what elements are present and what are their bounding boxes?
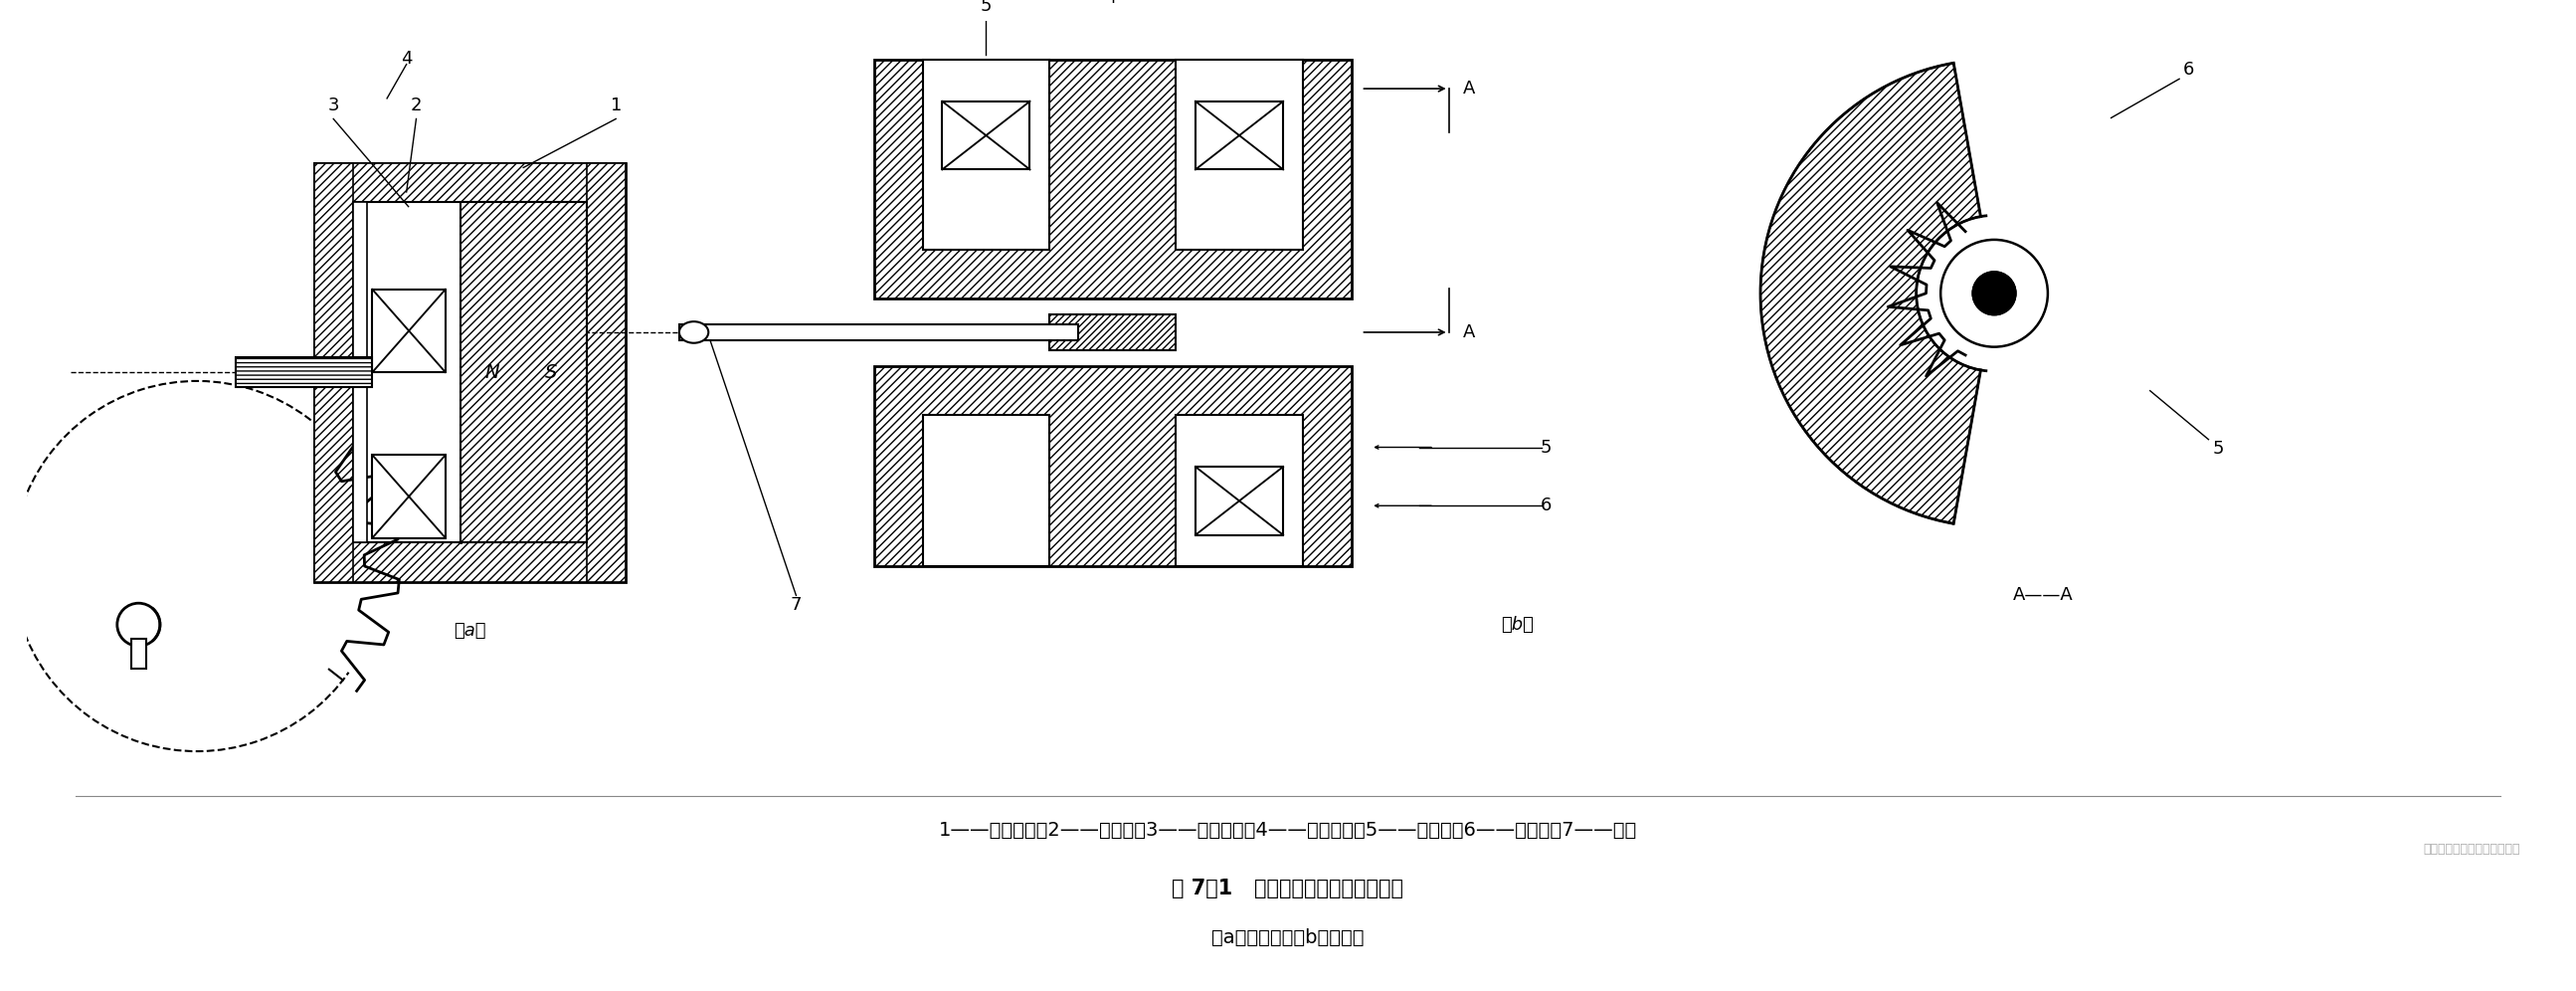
Bar — [314, 163, 626, 582]
Text: 1: 1 — [611, 96, 621, 114]
Text: 广州星科自动化设备有限公司: 广州星科自动化设备有限公司 — [2424, 843, 2519, 856]
Text: （a）开磁路；（b）闭磁路: （a）开磁路；（b）闭磁路 — [1211, 928, 1365, 946]
Circle shape — [116, 604, 160, 646]
Bar — [1195, 101, 1283, 169]
Text: N: N — [484, 363, 500, 382]
Text: 5: 5 — [981, 0, 992, 15]
Bar — [314, 543, 626, 582]
Text: 6: 6 — [1540, 496, 1551, 514]
Bar — [353, 202, 368, 543]
Bar — [131, 639, 147, 669]
Bar — [873, 367, 1352, 566]
Text: 1——永久磁铁；2——软磁铁；3——感应线圈；4——测量齿轮；5——内齿轮；6——外齿轮；7——转轴: 1——永久磁铁；2——软磁铁；3——感应线圈；4——测量齿轮；5——内齿轮；6—… — [938, 821, 1638, 839]
Text: 7: 7 — [791, 597, 801, 614]
Bar — [1177, 415, 1303, 566]
Text: A——A: A——A — [2012, 587, 2074, 605]
Bar — [237, 358, 374, 386]
Circle shape — [1973, 272, 2014, 315]
Bar — [1195, 467, 1283, 535]
Text: 图 7－1   变磁通式磁电传感器结构图: 图 7－1 变磁通式磁电传感器结构图 — [1172, 879, 1404, 899]
Bar — [873, 59, 1352, 298]
Bar — [1048, 315, 1177, 350]
Polygon shape — [1759, 63, 1981, 523]
Circle shape — [1940, 240, 2048, 347]
Text: A: A — [1463, 323, 1476, 341]
Bar — [314, 163, 626, 202]
Bar — [1177, 59, 1303, 250]
Text: 2: 2 — [410, 96, 422, 114]
Bar — [461, 202, 587, 543]
Text: 6: 6 — [2184, 60, 2195, 78]
Ellipse shape — [680, 321, 708, 343]
Text: 3: 3 — [327, 96, 340, 114]
Bar — [374, 289, 446, 373]
Text: ': ' — [1110, 0, 1115, 15]
Bar — [943, 101, 1030, 169]
Bar — [587, 163, 626, 582]
Text: （a）: （a） — [453, 621, 487, 639]
Text: 5: 5 — [1540, 438, 1551, 456]
Bar — [314, 163, 353, 582]
Bar — [374, 455, 446, 538]
Text: S: S — [546, 363, 556, 382]
Bar — [353, 202, 587, 543]
Circle shape — [1973, 272, 2014, 315]
Text: （b）: （b） — [1502, 615, 1533, 633]
Bar — [680, 324, 1079, 340]
Text: A: A — [1463, 79, 1476, 97]
Bar — [922, 59, 1048, 250]
Text: 4: 4 — [402, 50, 412, 67]
Bar — [922, 415, 1048, 566]
Text: 5: 5 — [2213, 440, 2223, 458]
